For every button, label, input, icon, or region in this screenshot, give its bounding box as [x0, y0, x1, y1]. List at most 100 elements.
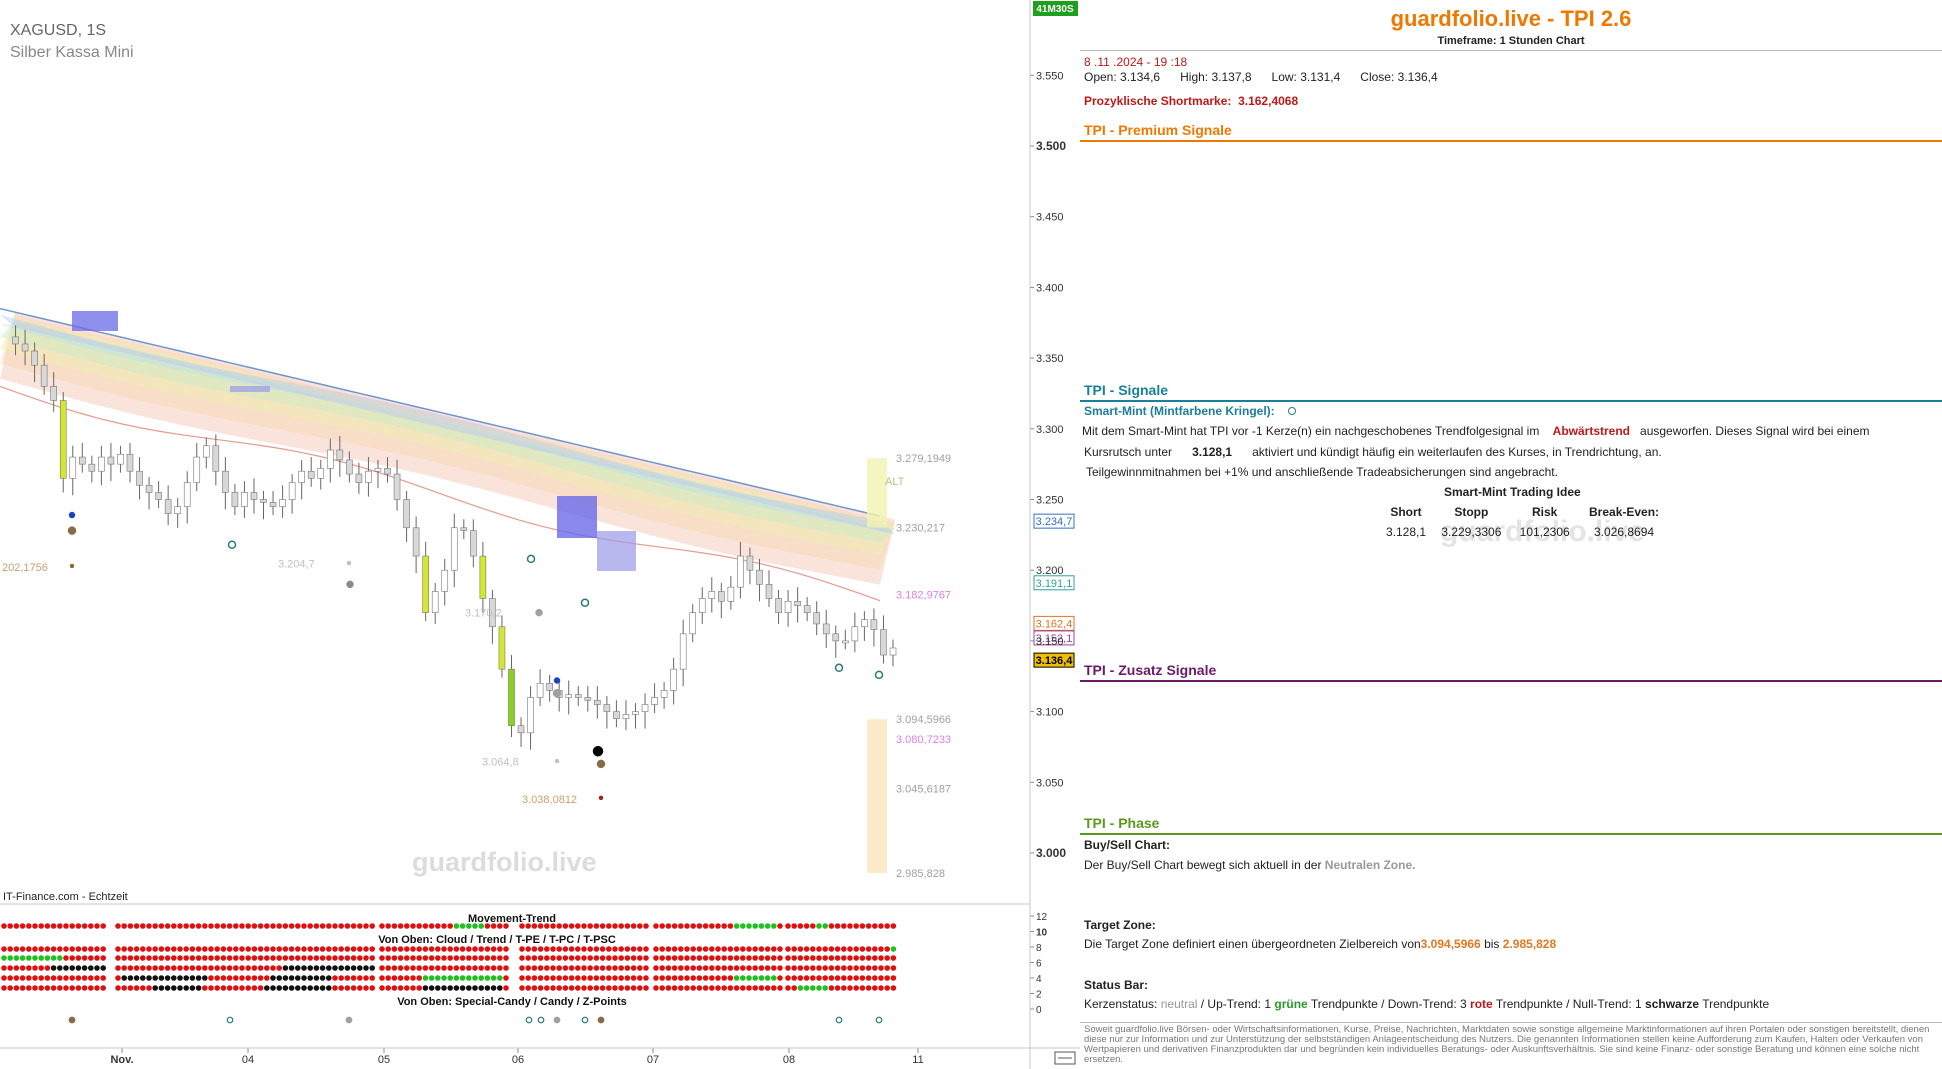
trend-dot [441, 975, 447, 981]
trend-dot [127, 955, 134, 961]
signal-marker [874, 670, 884, 680]
trend-dot [338, 985, 345, 991]
trend-dot [183, 946, 189, 952]
trend-dot [233, 985, 239, 991]
trend-dot [391, 975, 398, 981]
trend-dot [385, 985, 392, 991]
trend-dot [878, 946, 884, 952]
candles [12, 325, 897, 801]
trend-dot [81, 955, 88, 961]
trend-dot [57, 955, 63, 961]
alt-label: ALT [885, 476, 905, 488]
trend-dot [202, 965, 208, 971]
trend-dot [721, 955, 727, 961]
trend-dot [447, 975, 454, 981]
ohlc-low-key: Low: [1271, 70, 1297, 84]
candle-body [632, 711, 639, 715]
trend-dot [94, 955, 100, 961]
trend-dot [391, 985, 398, 991]
trend-dot [57, 975, 63, 981]
status-kerzen: Kerzenstatus: [1084, 997, 1158, 1011]
trend-dot [599, 985, 606, 991]
trend-dot [630, 955, 637, 961]
candle-body [374, 468, 382, 472]
trend-dot [276, 975, 283, 981]
trend-dot [57, 946, 63, 952]
trend-dot [890, 923, 897, 929]
indicator-tick-label: 10 [1036, 928, 1048, 939]
disclaimer: Soweit guardfolio.live Börsen- oder Wirt… [1084, 1024, 1930, 1065]
trend-dot [363, 946, 369, 952]
trend-dot [301, 985, 307, 991]
trend-dot [859, 985, 866, 991]
trend-dot [251, 955, 258, 961]
trend-dot [727, 955, 734, 961]
trend-dot [127, 975, 134, 981]
trend-dot [865, 965, 872, 971]
trend-dot [410, 975, 416, 981]
trend-dot [568, 946, 575, 952]
trend-dot [164, 985, 171, 991]
trend-dot [721, 975, 727, 981]
price-tag [1033, 630, 1075, 646]
candle-body [756, 569, 763, 585]
trend-dot [709, 965, 715, 971]
trend-dot [276, 965, 283, 971]
trend-dot [288, 975, 295, 981]
trend-dot [1, 985, 7, 991]
trend-dot [653, 965, 659, 971]
settings-icon[interactable] [1054, 1051, 1076, 1065]
chart-area[interactable]: 3.279,1949 3.230,217 3.182,9767 3.094,5966 3… [0, 0, 1080, 1069]
trend-dot [50, 975, 57, 981]
candle-body [594, 699, 601, 705]
signal-marker [69, 563, 75, 569]
trend-dot [568, 965, 575, 971]
trend-dot [127, 985, 134, 991]
trend-dot [38, 955, 44, 961]
trend-dot [350, 965, 357, 971]
candle-body [193, 456, 201, 483]
trend-dot [671, 975, 678, 981]
trend-dot [183, 985, 189, 991]
candle-body [641, 704, 649, 712]
trend-dot [1, 975, 7, 981]
trend-dot [459, 975, 466, 981]
trend-dot [140, 946, 146, 952]
candle-body [470, 530, 477, 557]
trend-dot [721, 923, 727, 929]
trend-dot [313, 965, 320, 971]
trend-dot [758, 985, 765, 991]
trend-dot [208, 923, 214, 929]
trend-dot [671, 955, 678, 961]
trend-dot [490, 975, 497, 981]
trend-dot [245, 985, 251, 991]
annotation-label: 3.170,2 [465, 607, 502, 619]
signal-trigger-value: 3.128,1 [1192, 445, 1233, 459]
target-to: 2.985,828 [1502, 937, 1557, 951]
trend-dot [834, 975, 841, 981]
candle-body [231, 492, 239, 507]
trend-dot [690, 965, 696, 971]
trend-dot [643, 985, 649, 991]
trend-dot [75, 975, 82, 981]
trend-dot [606, 923, 612, 929]
trend-dot [416, 946, 423, 952]
trend-dot [847, 923, 853, 929]
trade-header-short: Short [1390, 505, 1422, 519]
trend-dot [428, 946, 435, 952]
trend-dot [140, 923, 146, 929]
x-tick-label: 08 [783, 1054, 795, 1066]
trend-dot [326, 965, 332, 971]
trend-dot [152, 965, 158, 971]
trend-dot [338, 955, 345, 961]
status-tp1: Trendpunkte / Down-Trend: 3 [1310, 997, 1467, 1011]
candle-body [365, 470, 372, 483]
candle-body [12, 336, 19, 345]
trend-dot [519, 946, 525, 952]
trend-dot [369, 965, 376, 971]
trend-dot [397, 955, 404, 961]
candle-body [574, 694, 582, 698]
trend-dot [422, 955, 429, 961]
trend-dot [344, 965, 351, 971]
candle-body [889, 647, 897, 656]
